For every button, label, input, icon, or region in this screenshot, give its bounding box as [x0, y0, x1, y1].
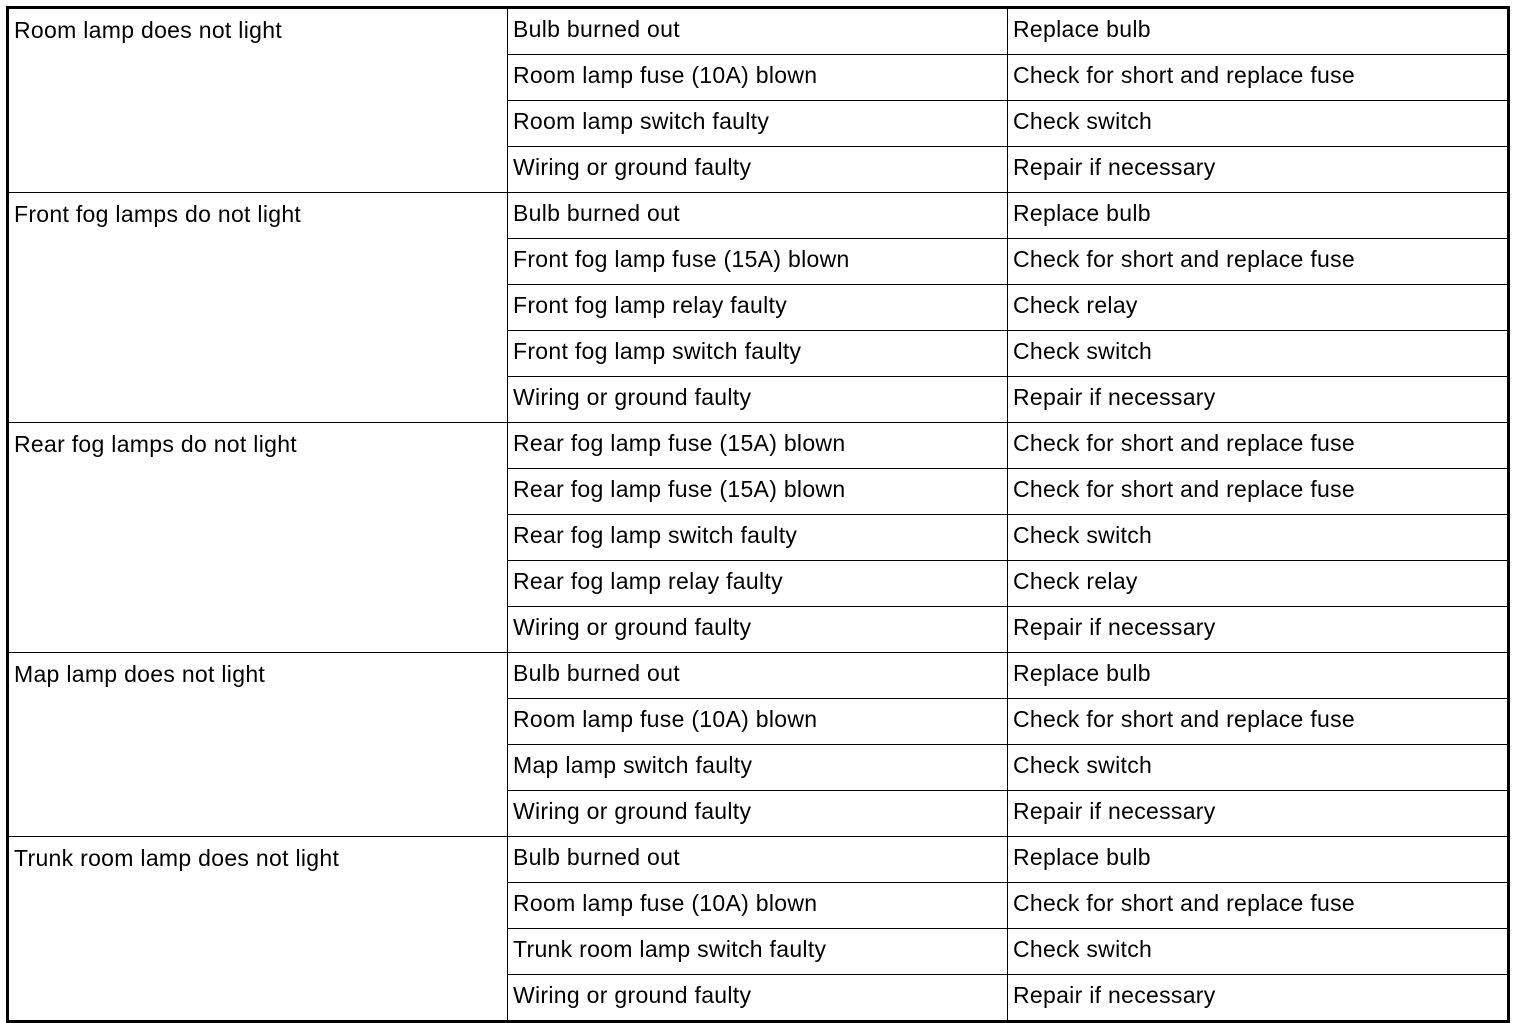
cause: Wiring or ground faulty — [507, 146, 1008, 193]
cause: Wiring or ground faulty — [507, 974, 1008, 1022]
table-row: Rear fog lamps do not light Rear fog lamp… — [7, 422, 1509, 653]
remedy: Check for short and replace fuse — [1007, 238, 1509, 285]
cause: Bulb burned out — [507, 7, 1008, 55]
cause: Trunk room lamp switch faulty — [507, 928, 1008, 975]
cause: Rear fog lamp switch faulty — [507, 514, 1008, 561]
remedy: Check for short and replace fuse — [1007, 468, 1509, 515]
cause: Bulb burned out — [507, 192, 1008, 239]
remedy: Replace bulb — [1007, 192, 1509, 239]
remedy: Repair if necessary — [1007, 790, 1509, 837]
remedy: Repair if necessary — [1007, 974, 1509, 1022]
cause: Front fog lamp switch faulty — [507, 330, 1008, 377]
cause: Room lamp fuse (10A) blown — [507, 882, 1008, 929]
symptom: Rear fog lamps do not light — [7, 422, 508, 653]
remedy: Replace bulb — [1007, 836, 1509, 883]
table-row: Rear fog lamp fuse (15A) blown Check for … — [8, 468, 1509, 515]
table-row: Room lamp fuse (10A) blown Check for shor… — [8, 698, 1509, 745]
table-row: Map lamp does not light Bulb burned out Re… — [7, 652, 1509, 837]
page: Room lamp does not light Bulb burned out R… — [6, 6, 1510, 1023]
table-row: Room lamp fuse (10A) blown Check for shor… — [8, 54, 1509, 101]
table-row: Front fog lamp relay faulty Check relay — [8, 284, 1509, 331]
remedy: Replace bulb — [1007, 652, 1509, 699]
remedy: Check switch — [1007, 514, 1509, 561]
cause: Room lamp fuse (10A) blown — [507, 54, 1008, 101]
remedy: Check switch — [1007, 330, 1509, 377]
table-body: Room lamp does not light Bulb burned out R… — [7, 7, 1509, 1022]
table-row: Room lamp does not light Bulb burned out R… — [7, 7, 1509, 193]
table-row: Trunk room lamp does not light Bulb burne… — [7, 836, 1509, 1022]
cause: Wiring or ground faulty — [507, 376, 1008, 423]
remedy: Repair if necessary — [1007, 606, 1509, 653]
cause: Room lamp switch faulty — [507, 100, 1008, 147]
cause: Map lamp switch faulty — [507, 744, 1008, 791]
table-row: Map lamp switch faulty Check switch — [8, 744, 1509, 791]
table-row: Wiring or ground faulty Repair if necessa… — [8, 606, 1509, 653]
remedy: Replace bulb — [1007, 7, 1509, 55]
remedy: Check for short and replace fuse — [1007, 422, 1509, 469]
table-row: Wiring or ground faulty Repair if necessa… — [8, 790, 1509, 837]
table-row: Rear fog lamp switch faulty Check switch — [8, 514, 1509, 561]
cause: Bulb burned out — [507, 836, 1008, 883]
remedy: Check relay — [1007, 284, 1509, 331]
symptom: Front fog lamps do not light — [7, 192, 508, 423]
symptom: Map lamp does not light — [7, 652, 508, 837]
remedy: Check for short and replace fuse — [1007, 54, 1509, 101]
remedy: Check switch — [1007, 744, 1509, 791]
remedy: Check for short and replace fuse — [1007, 698, 1509, 745]
remedy: Repair if necessary — [1007, 376, 1509, 423]
cause: Bulb burned out — [507, 652, 1008, 699]
cause: Room lamp fuse (10A) blown — [507, 698, 1008, 745]
table-row: Rear fog lamp relay faulty Check relay — [8, 560, 1509, 607]
cause: Front fog lamp relay faulty — [507, 284, 1008, 331]
cause: Rear fog lamp fuse (15A) blown — [507, 422, 1008, 469]
cause: Rear fog lamp fuse (15A) blown — [507, 468, 1008, 515]
symptom: Room lamp does not light — [7, 7, 508, 193]
remedy: Check switch — [1007, 100, 1509, 147]
table-row: Front fog lamp switch faulty Check switch — [8, 330, 1509, 377]
table-row: Wiring or ground faulty Repair if necessa… — [8, 376, 1509, 423]
cause: Front fog lamp fuse (15A) blown — [507, 238, 1008, 285]
symptom: Trunk room lamp does not light — [7, 836, 508, 1022]
cause: Wiring or ground faulty — [507, 606, 1008, 653]
table-row: Front fog lamps do not light Bulb burned … — [7, 192, 1509, 423]
remedy: Repair if necessary — [1007, 146, 1509, 193]
troubleshooting-table: Room lamp does not light Bulb burned out R… — [6, 6, 1510, 1023]
remedy: Check for short and replace fuse — [1007, 882, 1509, 929]
remedy: Check switch — [1007, 928, 1509, 975]
cause: Rear fog lamp relay faulty — [507, 560, 1008, 607]
remedy: Check relay — [1007, 560, 1509, 607]
cause: Wiring or ground faulty — [507, 790, 1008, 837]
